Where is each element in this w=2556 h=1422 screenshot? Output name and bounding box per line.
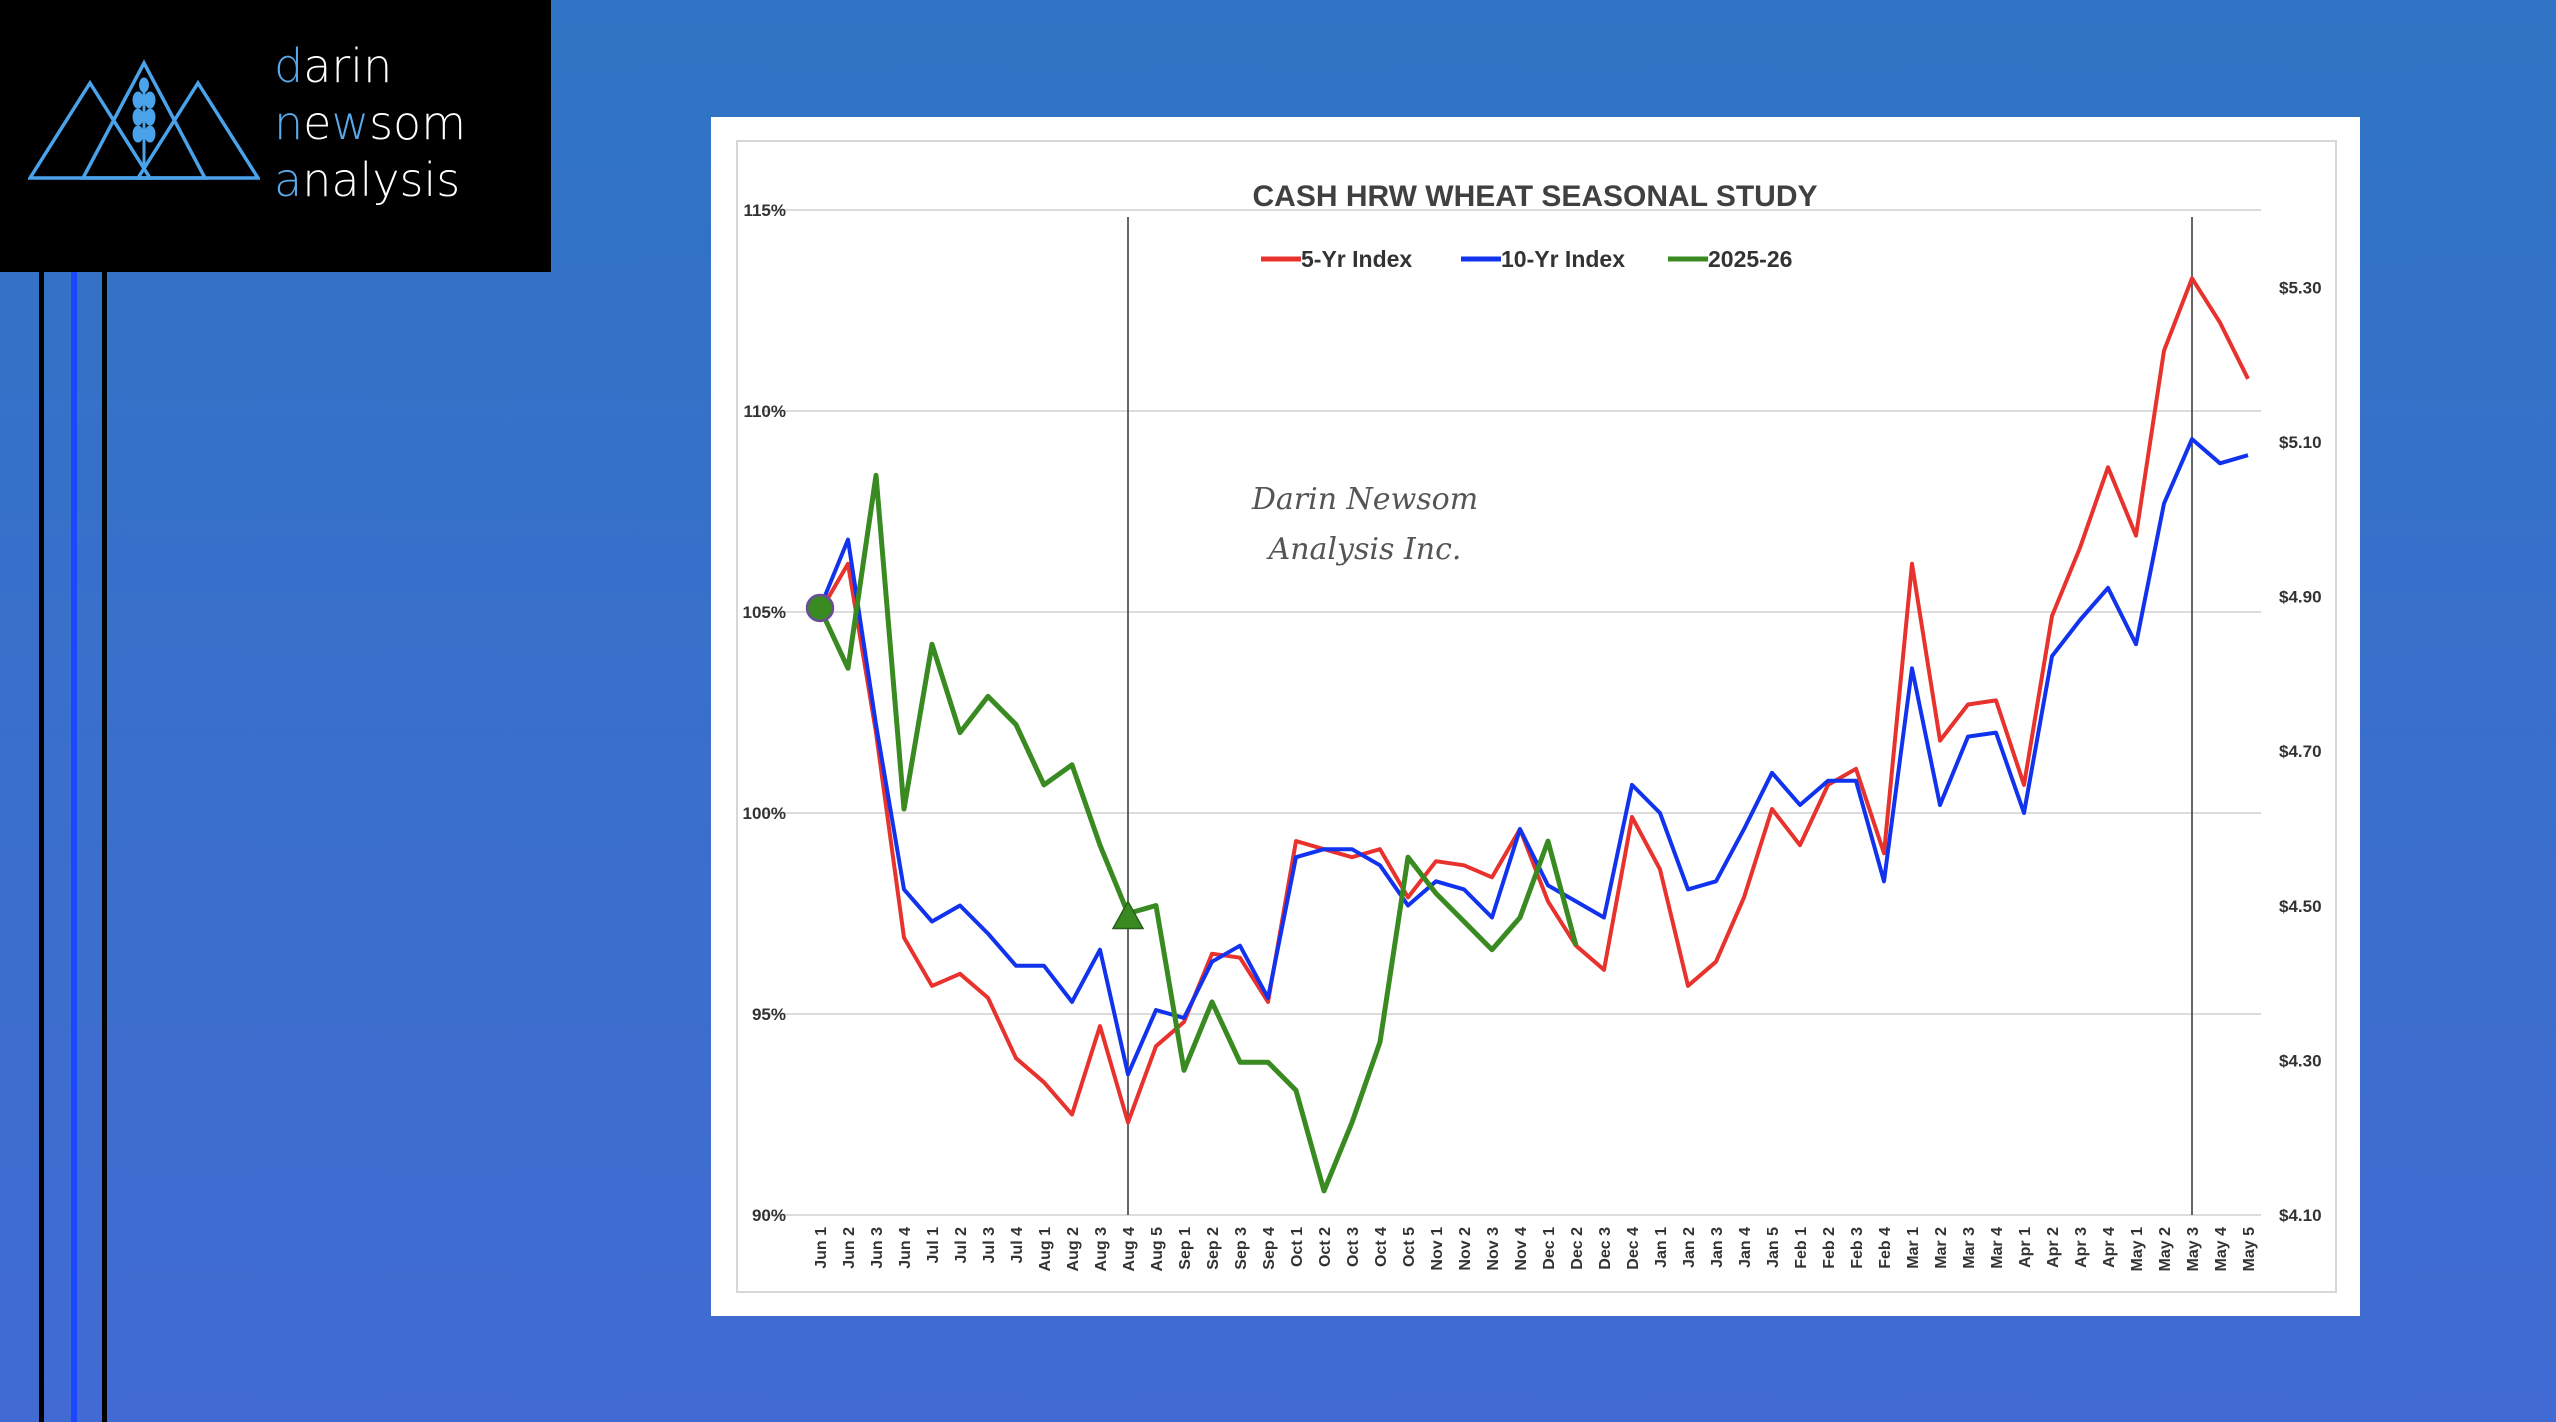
x-tick-label: Jul 1 xyxy=(925,1227,942,1264)
current-point-marker xyxy=(1111,899,1145,930)
x-tick-label: May 3 xyxy=(2185,1227,2202,1272)
y-right-tick-label: $4.70 xyxy=(2279,742,2322,761)
x-tick-label: Oct 1 xyxy=(1289,1227,1306,1267)
x-tick-label: Dec 1 xyxy=(1541,1227,1558,1270)
y-left-tick-label: 115% xyxy=(743,201,786,220)
x-tick-label: Aug 3 xyxy=(1093,1227,1110,1272)
chart-title: CASH HRW WHEAT SEASONAL STUDY xyxy=(1252,180,1817,213)
x-tick-label: Apr 2 xyxy=(2045,1227,2062,1268)
start-point-marker xyxy=(805,593,835,623)
watermark-line-1: Darin Newsom xyxy=(1251,482,1478,517)
x-tick-label: Nov 4 xyxy=(1513,1227,1530,1271)
x-tick-label: Jun 1 xyxy=(813,1227,830,1269)
series-line-2025-26 xyxy=(817,472,1579,1194)
right-axis: $4.10 $4.30 $4.50 $4.70 $4.90 $5.10 $5.30 xyxy=(2279,278,2322,1225)
legend: 5-Yr Index 10-Yr Index 2025-26 xyxy=(1261,246,1792,272)
x-tick-label: Jun 3 xyxy=(869,1227,886,1269)
x-tick-label: Sep 1 xyxy=(1177,1227,1194,1270)
x-tick-label: Nov 3 xyxy=(1485,1227,1502,1271)
decor-line-right xyxy=(102,272,107,1422)
x-tick-label: May 2 xyxy=(2157,1227,2174,1272)
logo-line-2: newsom xyxy=(274,96,467,150)
x-tick-label: Jan 1 xyxy=(1653,1227,1670,1268)
left-axis: 90% 95% 100% 105% 110% 115% xyxy=(743,201,786,1225)
y-left-tick-label: 110% xyxy=(743,402,786,421)
x-tick-label: Mar 2 xyxy=(1933,1227,1950,1269)
x-tick-label: Dec 2 xyxy=(1569,1227,1586,1270)
y-left-tick-label: 100% xyxy=(743,804,786,823)
x-tick-label: Feb 3 xyxy=(1849,1227,1866,1269)
x-tick-label: Sep 2 xyxy=(1205,1227,1222,1270)
watermark-line-2: Analysis Inc. xyxy=(1266,532,1462,567)
x-tick-label: Jan 5 xyxy=(1765,1227,1782,1268)
wheat-mountain-logo-icon xyxy=(28,59,260,180)
vertical-marker-lines xyxy=(1127,217,2193,1215)
x-tick-label: Dec 4 xyxy=(1625,1227,1642,1270)
logo-line-1: darin xyxy=(274,39,393,93)
y-right-tick-label: $4.10 xyxy=(2279,1206,2322,1225)
x-tick-label: May 5 xyxy=(2241,1227,2258,1272)
chart-card: 90% 95% 100% 105% 110% 115% $4.10 $4.30 $4.50 $4… xyxy=(711,117,2360,1316)
x-tick-label: Jan 2 xyxy=(1681,1227,1698,1268)
decor-line-left xyxy=(39,272,44,1422)
x-tick-label: Jul 3 xyxy=(981,1227,998,1264)
chart-frame xyxy=(736,140,2337,1293)
x-tick-label: Oct 2 xyxy=(1317,1227,1334,1267)
x-axis: Jun 1 Jun 2 Jun 3 Jun 4 Jul 1 Jul 2 Jul 3 Jul 4… xyxy=(813,1227,2258,1272)
x-tick-label: Mar 4 xyxy=(1989,1227,2006,1269)
legend-label: 2025-26 xyxy=(1708,246,1792,272)
legend-label: 5-Yr Index xyxy=(1301,246,1412,272)
decor-line-middle xyxy=(71,272,77,1422)
y-left-tick-label: 105% xyxy=(743,603,786,622)
x-tick-label: May 1 xyxy=(2129,1227,2146,1272)
x-tick-label: Apr 1 xyxy=(2017,1227,2034,1268)
x-tick-label: Oct 5 xyxy=(1401,1227,1418,1267)
x-tick-label: Aug 4 xyxy=(1121,1227,1138,1272)
x-tick-label: Aug 2 xyxy=(1065,1227,1082,1272)
x-tick-label: Feb 2 xyxy=(1821,1227,1838,1269)
x-tick-label: Mar 3 xyxy=(1961,1227,1978,1269)
x-tick-label: Jan 4 xyxy=(1737,1227,1754,1268)
x-tick-label: Apr 3 xyxy=(2073,1227,2090,1268)
logo-text: darin newsom analysis xyxy=(274,38,466,209)
x-tick-label: Apr 4 xyxy=(2101,1227,2118,1268)
y-left-tick-label: 90% xyxy=(752,1206,786,1225)
chart-svg: 90%95%100%105%110%115% $4.10$4.30$4.50$4… xyxy=(743,180,2322,1272)
x-tick-label: Jan 3 xyxy=(1709,1227,1726,1268)
logo-line-3: analysis xyxy=(274,153,461,207)
x-tick-label: Jul 4 xyxy=(1009,1227,1026,1264)
x-tick-label: Oct 3 xyxy=(1345,1227,1362,1267)
y-right-tick-label: $4.30 xyxy=(2279,1051,2322,1070)
logo: darin newsom analysis xyxy=(0,0,551,272)
x-tick-label: Dec 3 xyxy=(1597,1227,1614,1270)
y-right-tick-label: $5.10 xyxy=(2279,433,2322,452)
x-tick-label: Nov 1 xyxy=(1429,1227,1446,1271)
y-left-tick-label: 95% xyxy=(752,1005,786,1024)
x-tick-label: Sep 3 xyxy=(1233,1227,1250,1270)
x-tick-label: Jun 2 xyxy=(841,1227,858,1269)
point-markers xyxy=(805,593,1145,930)
x-tick-label: Aug 1 xyxy=(1037,1227,1054,1272)
x-tick-label: Jun 4 xyxy=(897,1227,914,1269)
x-tick-label: May 4 xyxy=(2213,1227,2230,1272)
x-tick-label: Feb 4 xyxy=(1877,1227,1894,1269)
x-tick-label: Mar 1 xyxy=(1905,1227,1922,1269)
y-right-tick-label: $4.50 xyxy=(2279,897,2322,916)
x-tick-label: Nov 2 xyxy=(1457,1227,1474,1271)
legend-label: 10-Yr Index xyxy=(1501,246,1625,272)
series-line-5-yr-index xyxy=(818,276,2250,1125)
x-tick-label: Feb 1 xyxy=(1793,1227,1810,1269)
x-tick-label: Aug 5 xyxy=(1149,1227,1166,1272)
x-tick-label: Jul 2 xyxy=(953,1227,970,1264)
y-right-tick-label: $5.30 xyxy=(2279,278,2322,297)
x-tick-label: Sep 4 xyxy=(1261,1227,1278,1270)
grid-layer xyxy=(762,209,2261,1216)
series-layer xyxy=(817,276,2250,1194)
series-line-10-yr-index xyxy=(818,437,2249,1077)
x-tick-label: Oct 4 xyxy=(1373,1227,1390,1267)
y-right-tick-label: $4.90 xyxy=(2279,588,2322,607)
